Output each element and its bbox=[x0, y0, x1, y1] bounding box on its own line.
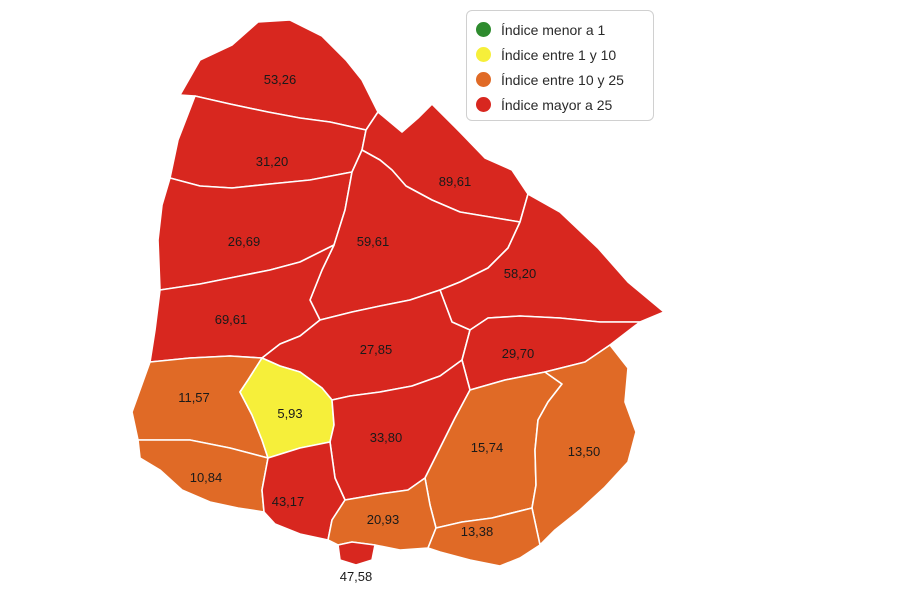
department-value-label: 20,93 bbox=[367, 512, 400, 527]
department-value-label: 89,61 bbox=[439, 174, 472, 189]
department-value-label: 59,61 bbox=[357, 234, 390, 249]
legend-label: Índice menor a 1 bbox=[501, 21, 606, 38]
department-value-label: 13,50 bbox=[568, 444, 601, 459]
legend-item-orange: Índice entre 10 y 25 bbox=[476, 67, 645, 92]
legend-label: Índice entre 10 y 25 bbox=[501, 71, 624, 88]
department-value-label: 10,84 bbox=[190, 470, 223, 485]
department-value-label: 47,58 bbox=[340, 569, 373, 584]
department-value-label: 5,93 bbox=[277, 406, 302, 421]
legend-label: Índice entre 1 y 10 bbox=[501, 46, 617, 63]
legend-item-green: Índice menor a 1 bbox=[476, 17, 645, 42]
legend: Índice menor a 1 Índice entre 1 y 10 Índ… bbox=[466, 10, 654, 121]
department-value-label: 15,74 bbox=[471, 440, 504, 455]
department-value-label: 58,20 bbox=[504, 266, 537, 281]
legend-label: Índice mayor a 25 bbox=[501, 96, 613, 113]
department-value-label: 53,26 bbox=[264, 72, 297, 87]
department-value-label: 11,57 bbox=[178, 390, 210, 405]
department-value-label: 31,20 bbox=[256, 154, 289, 169]
legend-dot-orange bbox=[476, 72, 491, 87]
department-value-label: 13,38 bbox=[461, 524, 494, 539]
legend-item-red: Índice mayor a 25 bbox=[476, 92, 645, 117]
department-value-label: 69,61 bbox=[215, 312, 248, 327]
region-maldonado[interactable] bbox=[427, 507, 541, 567]
department-value-label: 26,69 bbox=[228, 234, 261, 249]
department-value-label: 33,80 bbox=[370, 430, 403, 445]
department-regions bbox=[131, 19, 665, 567]
region-rocha[interactable] bbox=[531, 344, 637, 546]
department-value-label: 29,70 bbox=[502, 346, 535, 361]
region-canelones[interactable] bbox=[327, 477, 437, 551]
region-montevideo[interactable] bbox=[337, 541, 376, 566]
department-value-label: 43,17 bbox=[272, 494, 305, 509]
department-value-labels: 53,26 31,20 89,61 26,69 59,61 58,20 69,61 27,85… bbox=[178, 72, 600, 584]
department-value-label: 27,85 bbox=[360, 342, 393, 357]
legend-dot-red bbox=[476, 97, 491, 112]
legend-item-yellow: Índice entre 1 y 10 bbox=[476, 42, 645, 67]
legend-dot-yellow bbox=[476, 47, 491, 62]
legend-dot-green bbox=[476, 22, 491, 37]
